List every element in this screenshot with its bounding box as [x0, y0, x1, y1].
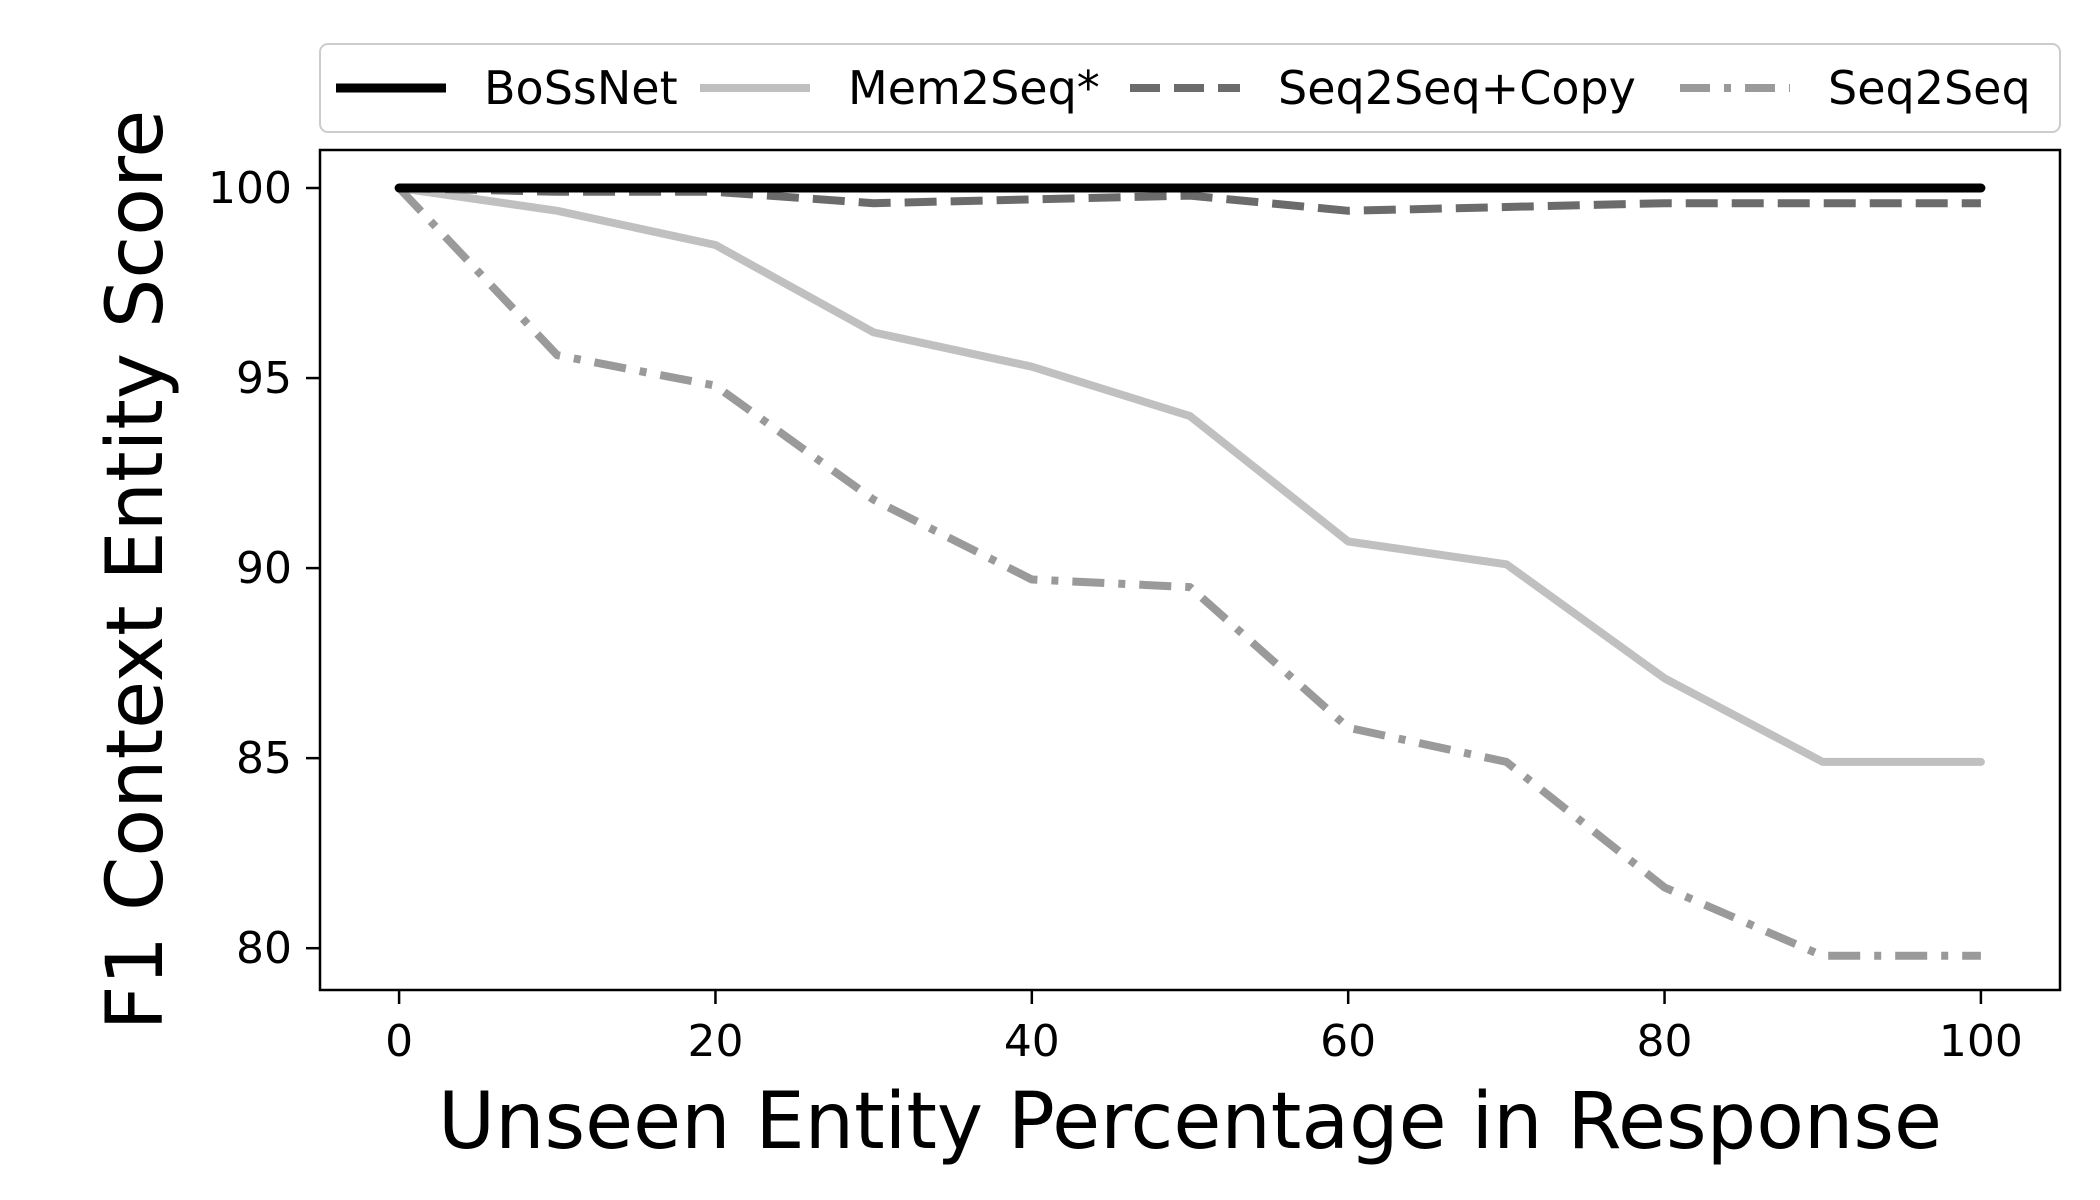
legend-label: Seq2Seq+Copy	[1278, 61, 1636, 115]
legend-label: Seq2Seq	[1828, 61, 2031, 115]
legend-label: Mem2Seq*	[848, 61, 1100, 115]
y-tick-label: 100	[208, 163, 292, 214]
x-tick-label: 60	[1320, 1016, 1376, 1067]
x-tick-label: 20	[687, 1016, 743, 1067]
y-tick-label: 85	[236, 733, 292, 784]
series-line-mem2seq	[395, 184, 1985, 766]
x-tick-label: 100	[1939, 1016, 2023, 1067]
x-axis-label: Unseen Entity Percentage in Response	[438, 1077, 1942, 1167]
legend-label: BoSsNet	[484, 61, 678, 115]
plot-lines	[394, 183, 1986, 960]
x-tick-label: 0	[385, 1016, 413, 1067]
y-axis-ticks: 80 85 90 95 100	[208, 163, 320, 974]
x-tick-label: 40	[1004, 1016, 1060, 1067]
series-line-seq2seq	[396, 185, 1981, 960]
y-axis-label: F1 Context Entity Score	[91, 110, 181, 1031]
legend: BoSsNet Mem2Seq* Seq2Seq+Copy Seq2Seq	[319, 43, 2061, 133]
y-tick-label: 80	[236, 923, 292, 974]
x-axis-ticks: 0 20 40 60 80 100	[385, 990, 2023, 1067]
x-tick-label: 80	[1637, 1016, 1693, 1067]
y-tick-label: 95	[236, 353, 292, 404]
series-line-seq2seq-copy	[399, 184, 1981, 215]
y-tick-label: 90	[236, 543, 292, 594]
plot-frame	[318, 148, 2062, 992]
